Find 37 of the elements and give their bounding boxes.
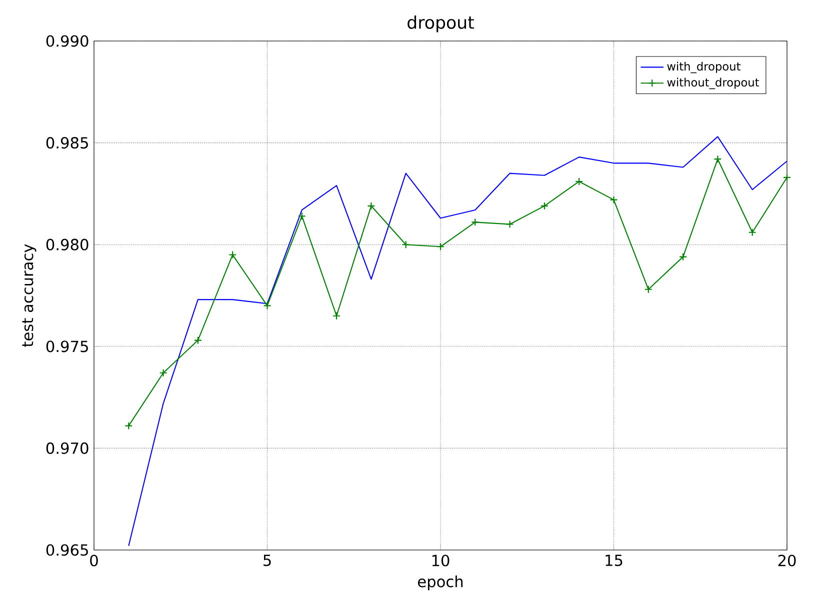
point xyxy=(436,242,445,251)
y-tick-label: 0.965 xyxy=(46,544,88,556)
point xyxy=(159,368,168,377)
x-axis-title: epoch xyxy=(418,575,463,590)
y-tick-label: 0.975 xyxy=(46,340,88,352)
point xyxy=(367,202,376,210)
point xyxy=(679,252,688,261)
y-tick-label: 0.970 xyxy=(46,442,88,454)
y-tick-label: 0.980 xyxy=(46,238,88,250)
point xyxy=(298,212,306,220)
point xyxy=(332,312,341,320)
point xyxy=(782,173,792,182)
legend-label: with_dropout xyxy=(667,62,740,74)
point xyxy=(228,250,237,259)
x-tick-label: 5 xyxy=(264,554,271,566)
point xyxy=(714,155,722,164)
x-tick-label: 0 xyxy=(90,554,98,566)
y-tick-label: 0.990 xyxy=(46,35,88,47)
point xyxy=(644,285,652,294)
legend-label: without_dropout xyxy=(667,78,760,90)
x-tick-label: 15 xyxy=(606,554,622,566)
point xyxy=(194,336,202,344)
point xyxy=(263,302,272,310)
point xyxy=(610,196,618,204)
y-tick-label: 0.985 xyxy=(46,137,88,149)
point xyxy=(540,202,548,210)
point xyxy=(471,218,480,226)
y-axis-title: test accuracy xyxy=(22,244,36,347)
point xyxy=(575,177,584,186)
point xyxy=(402,240,410,249)
point xyxy=(506,220,514,228)
x-tick-label: 10 xyxy=(432,554,450,566)
x-tick-label: 20 xyxy=(778,554,796,566)
point xyxy=(124,422,133,430)
line-series xyxy=(128,136,787,546)
chart-title: dropout xyxy=(408,16,474,32)
point xyxy=(748,228,756,236)
